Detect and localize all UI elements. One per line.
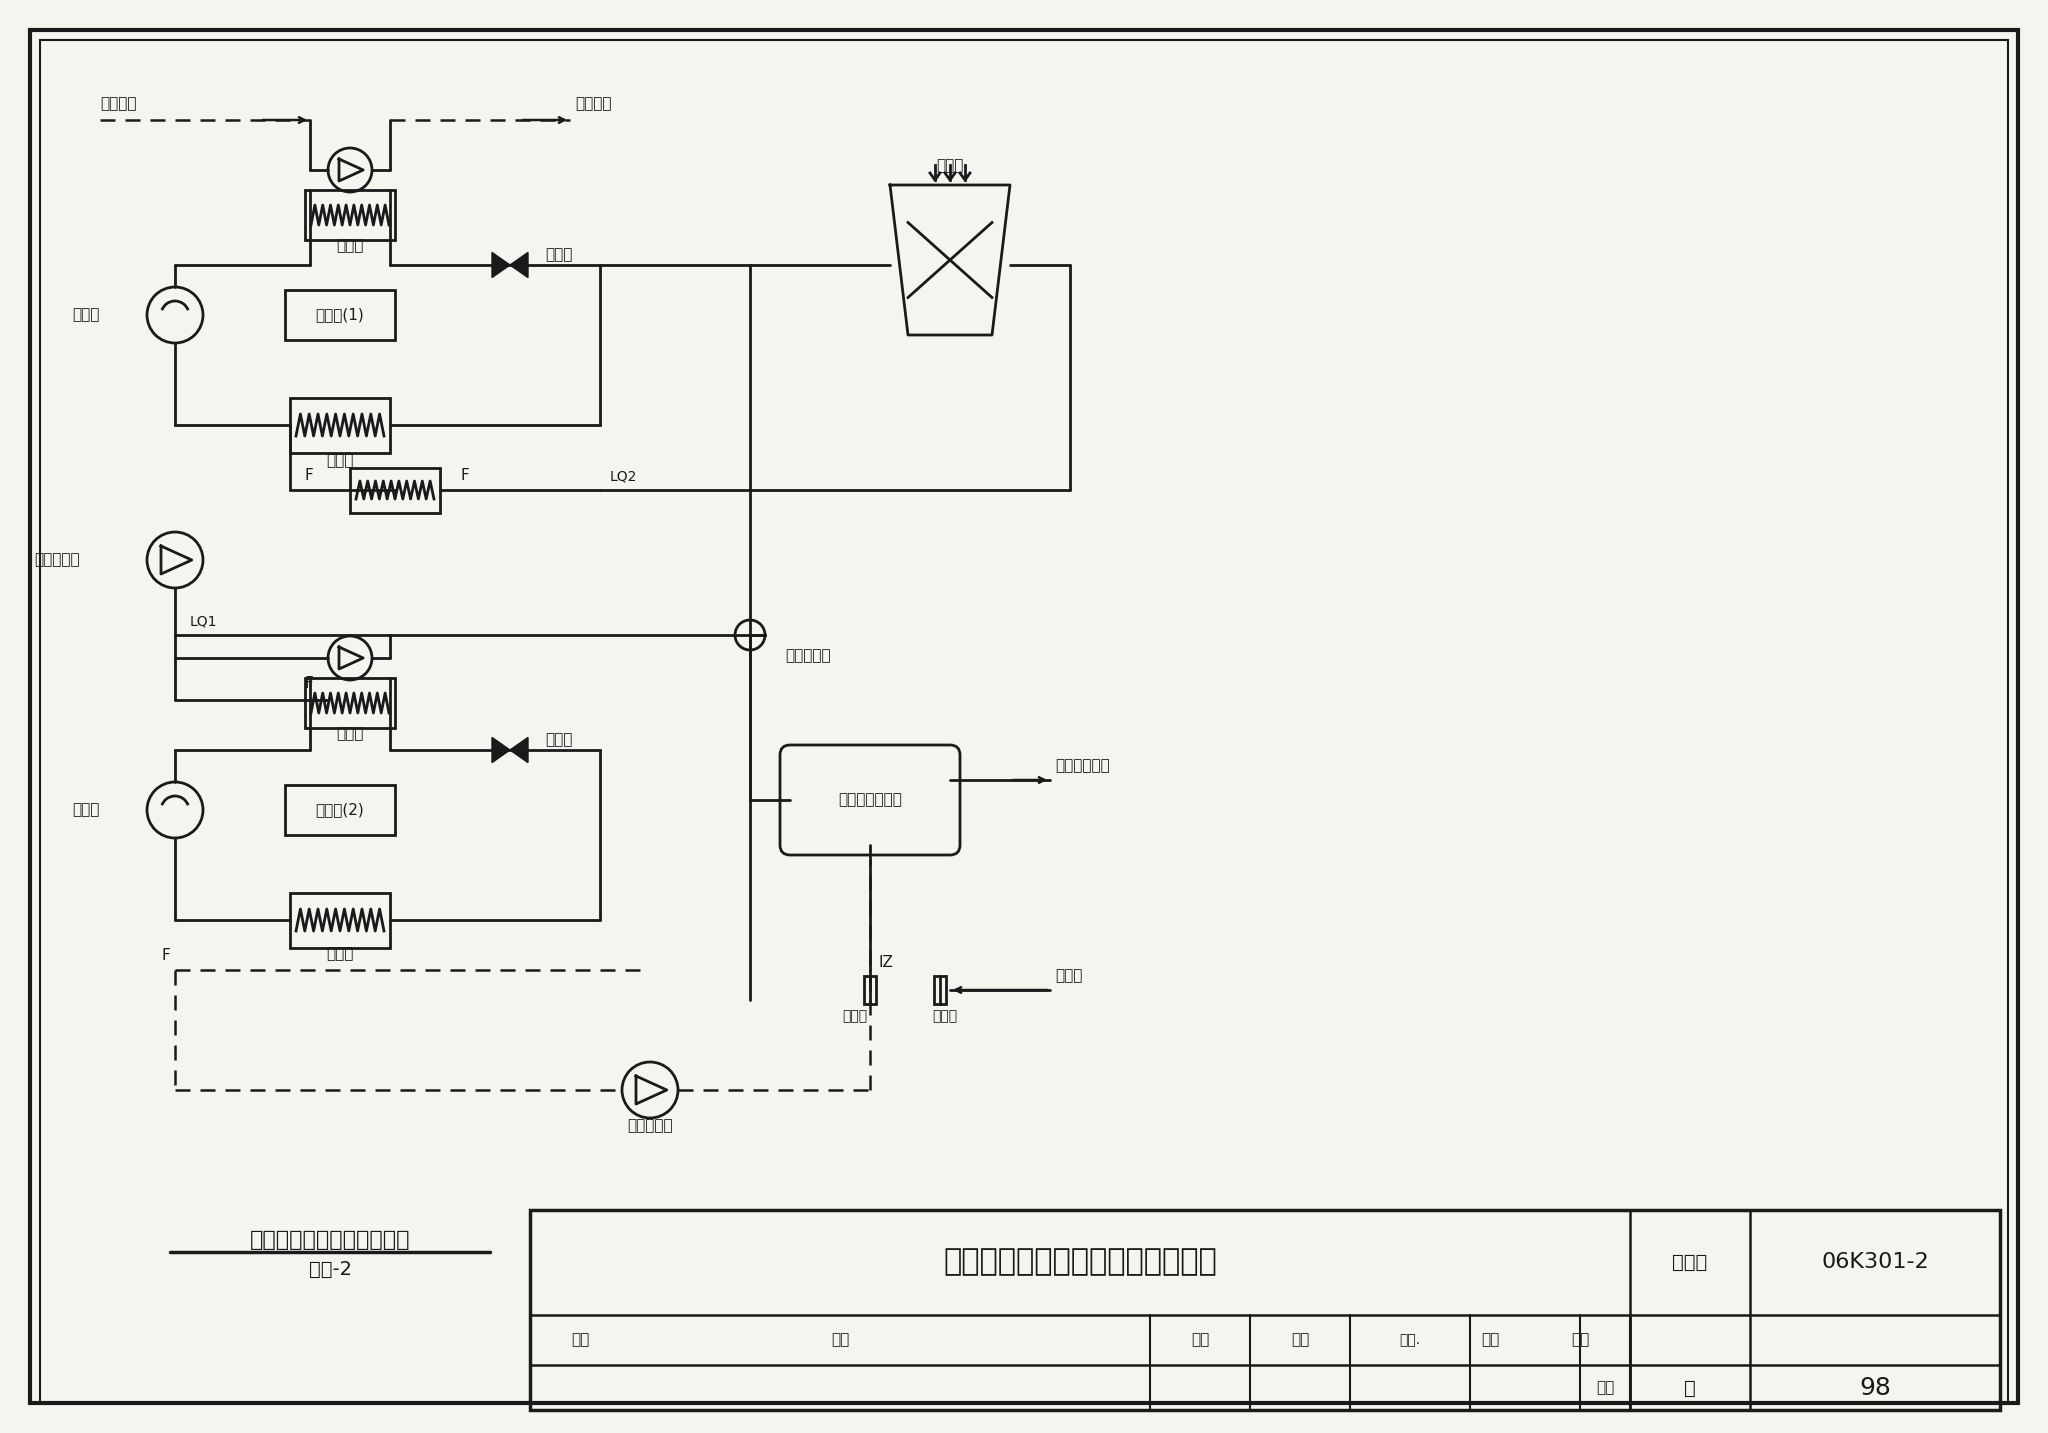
- Text: 生活热水用户: 生活热水用户: [1055, 758, 1110, 772]
- Text: 冷却塔: 冷却塔: [936, 158, 965, 173]
- Text: F: F: [305, 469, 313, 483]
- Text: 土建.: 土建.: [1399, 1333, 1421, 1347]
- Bar: [285, 289, 395, 340]
- Text: LQ1: LQ1: [190, 613, 217, 628]
- Text: 热水循环泵: 热水循环泵: [627, 1118, 674, 1134]
- Text: 冷水供水: 冷水供水: [575, 96, 612, 110]
- Bar: [291, 893, 389, 947]
- Text: 冷却循环泵: 冷却循环泵: [35, 553, 80, 567]
- Text: 周敏: 周敏: [1571, 1333, 1589, 1347]
- Text: 自来水: 自来水: [1055, 969, 1083, 983]
- Text: 旁通调节阀: 旁通调节阀: [784, 648, 831, 663]
- Polygon shape: [510, 738, 528, 762]
- Bar: [934, 976, 946, 1005]
- Text: 冷凝器: 冷凝器: [326, 946, 354, 962]
- Bar: [350, 467, 440, 513]
- Bar: [285, 785, 395, 835]
- Text: 蒸发器: 蒸发器: [336, 238, 365, 254]
- Text: 审核: 审核: [571, 1333, 590, 1347]
- Text: 叠式制冷全冷凝热回收装置流程图: 叠式制冷全冷凝热回收装置流程图: [944, 1248, 1217, 1277]
- Text: 膨胀阀: 膨胀阀: [545, 732, 571, 748]
- Text: 止回阀: 止回阀: [842, 1009, 868, 1023]
- Text: 闫人: 闫人: [1595, 1380, 1614, 1396]
- Text: 补水阀: 补水阀: [932, 1009, 958, 1023]
- Text: 冷凝器: 冷凝器: [326, 453, 354, 469]
- Text: 冷水回水: 冷水回水: [100, 96, 137, 110]
- Text: 膨胀阀: 膨胀阀: [545, 248, 571, 262]
- Polygon shape: [492, 738, 510, 762]
- Text: F: F: [162, 949, 170, 963]
- Text: 装置-2: 装置-2: [309, 1260, 352, 1280]
- Text: 生活热水储热罐: 生活热水储热罐: [838, 792, 901, 808]
- Text: 06K301-2: 06K301-2: [1821, 1252, 1929, 1273]
- Bar: [305, 191, 395, 239]
- Text: F: F: [461, 469, 469, 483]
- Text: 蒸发器: 蒸发器: [336, 727, 365, 741]
- Text: 压缩机: 压缩机: [72, 802, 100, 817]
- Text: 98: 98: [1860, 1376, 1890, 1400]
- Polygon shape: [492, 252, 510, 278]
- Text: 制冷机(1): 制冷机(1): [315, 308, 365, 322]
- Bar: [530, 1209, 2001, 1410]
- Text: F: F: [305, 676, 313, 691]
- Text: 王谦: 王谦: [1290, 1333, 1309, 1347]
- Text: 图集号: 图集号: [1673, 1252, 1708, 1271]
- Text: 校对: 校对: [1190, 1333, 1208, 1347]
- Text: 设计: 设计: [1481, 1333, 1499, 1347]
- Text: 季传: 季传: [831, 1333, 850, 1347]
- Bar: [864, 976, 877, 1005]
- Text: 页: 页: [1683, 1379, 1696, 1397]
- Polygon shape: [510, 252, 528, 278]
- Bar: [305, 678, 395, 728]
- Bar: [291, 397, 389, 453]
- Text: LQ2: LQ2: [610, 469, 637, 483]
- Text: IZ: IZ: [879, 954, 893, 970]
- Text: 叠式制冷全冷凝热回收装置: 叠式制冷全冷凝热回收装置: [250, 1230, 410, 1250]
- Text: 压缩机: 压缩机: [72, 308, 100, 322]
- Text: 制冷机(2): 制冷机(2): [315, 802, 365, 817]
